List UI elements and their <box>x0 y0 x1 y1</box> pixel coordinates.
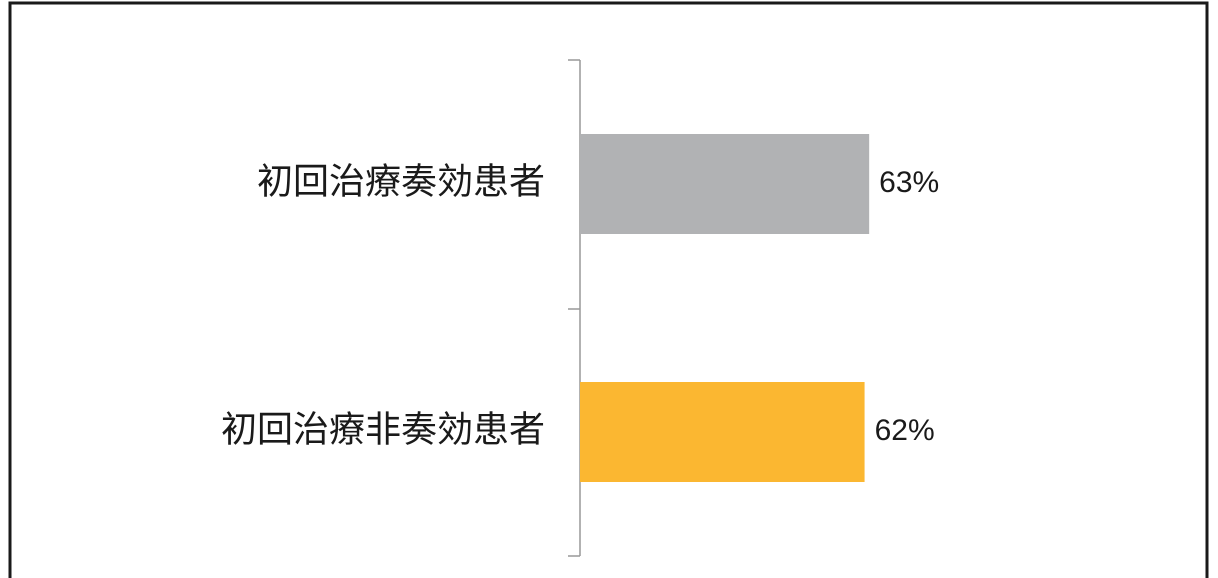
bar <box>580 134 870 234</box>
category-label: 初回治療奏効患者 <box>257 161 545 202</box>
category-label: 初回治療非奏効患者 <box>221 409 545 450</box>
bar <box>580 382 865 482</box>
value-label: 62% <box>875 414 935 447</box>
frame <box>8 1 1209 578</box>
value-label: 63% <box>879 166 939 199</box>
